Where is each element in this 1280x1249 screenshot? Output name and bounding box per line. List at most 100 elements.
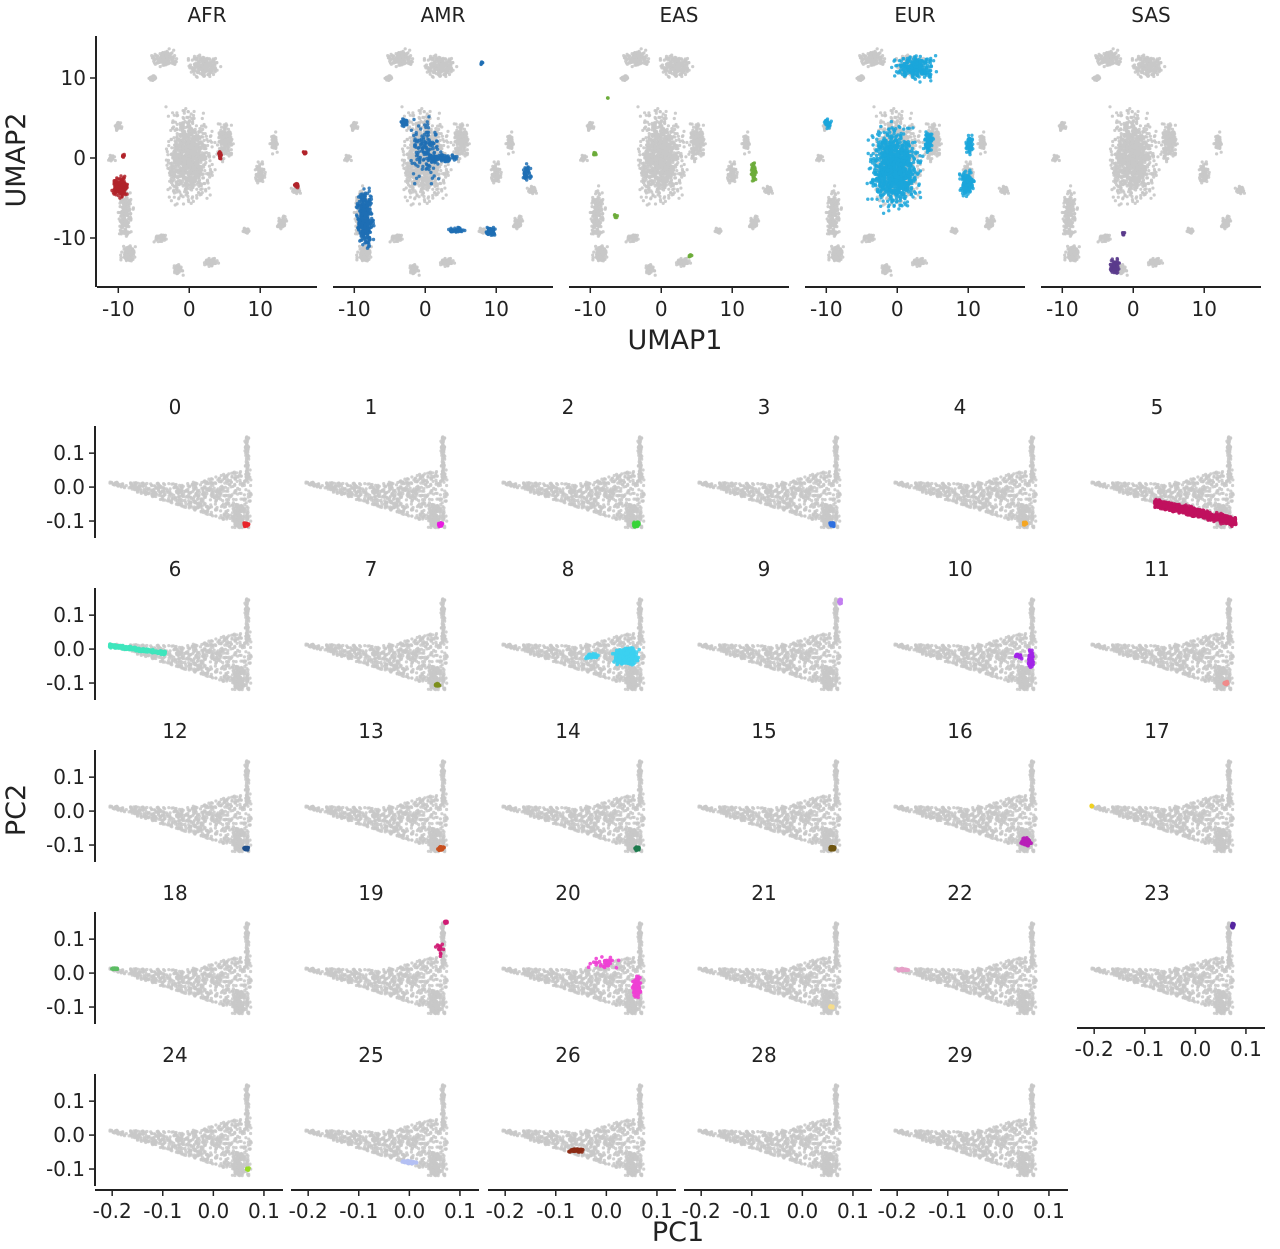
- data-point: [406, 179, 410, 183]
- data-point: [123, 217, 127, 221]
- data-point: [188, 154, 192, 158]
- data-point: [417, 115, 421, 120]
- data-point: [173, 143, 177, 147]
- data-point: [508, 144, 512, 148]
- data-point: [465, 139, 469, 143]
- background-cluster: [349, 120, 360, 132]
- highlight-cluster: [120, 152, 127, 159]
- data-point: [191, 155, 195, 159]
- data-point: [184, 152, 188, 156]
- data-point: [191, 113, 196, 118]
- background-cluster: [525, 184, 539, 196]
- data-point: [351, 128, 355, 132]
- data-point: [191, 184, 195, 188]
- data-point: [194, 124, 198, 128]
- data-point: [207, 164, 211, 168]
- data-point: [194, 170, 198, 174]
- data-point: [414, 121, 418, 125]
- data-point: [213, 168, 217, 172]
- data-point: [201, 59, 205, 64]
- data-point: [229, 142, 233, 147]
- data-point: [130, 247, 134, 251]
- data-point: [449, 260, 453, 264]
- x-tick-label: 0: [183, 297, 196, 321]
- background-cluster: [202, 256, 221, 268]
- data-point: [460, 123, 464, 127]
- data-point: [115, 128, 119, 132]
- data-point: [197, 165, 201, 169]
- data-point: [446, 173, 450, 177]
- background-cluster: [438, 256, 457, 268]
- data-point: [405, 169, 409, 173]
- data-point: [428, 109, 432, 114]
- data-point: [120, 195, 124, 199]
- data-point: [402, 52, 406, 56]
- data-point: [510, 137, 514, 142]
- data-point: [164, 158, 168, 162]
- data-point: [194, 134, 198, 138]
- data-point: [425, 176, 429, 180]
- data-point: [180, 138, 184, 142]
- data-point: [224, 123, 228, 127]
- data-point: [208, 167, 212, 172]
- data-point: [202, 138, 206, 143]
- data-point: [427, 199, 431, 203]
- x-tick-label: 10: [247, 297, 272, 321]
- data-point: [457, 160, 461, 164]
- data-point: [229, 139, 233, 143]
- data-point: [174, 59, 178, 64]
- data-point: [210, 162, 214, 167]
- data-point: [400, 105, 404, 109]
- data-point: [125, 212, 129, 216]
- data-point: [124, 187, 128, 191]
- data-point: [124, 234, 128, 238]
- data-point: [128, 191, 132, 195]
- data-point: [167, 62, 171, 66]
- data-point: [418, 171, 422, 175]
- data-point: [436, 187, 440, 191]
- data-point: [397, 61, 401, 65]
- data-point: [363, 255, 367, 260]
- data-point: [360, 259, 365, 263]
- background-cluster: [388, 233, 404, 244]
- data-point: [172, 195, 176, 199]
- data-point: [204, 58, 208, 62]
- data-point: [200, 141, 204, 145]
- data-point: [437, 131, 441, 136]
- data-point: [127, 249, 131, 253]
- data-point: [422, 57, 426, 61]
- data-point: [169, 169, 173, 173]
- data-point: [406, 146, 410, 150]
- data-point: [200, 124, 204, 128]
- data-point: [257, 170, 261, 174]
- data-point: [402, 153, 406, 157]
- data-point: [215, 143, 220, 147]
- data-point: [187, 149, 191, 153]
- data-point: [345, 157, 349, 161]
- data-point: [181, 175, 185, 180]
- data-point: [203, 181, 207, 186]
- data-point: [279, 221, 283, 225]
- data-point: [444, 193, 448, 197]
- data-point: [166, 114, 170, 118]
- data-point: [202, 163, 206, 167]
- data-point: [181, 184, 185, 188]
- data-point: [407, 183, 411, 187]
- data-point: [258, 179, 262, 183]
- data-point: [204, 189, 208, 193]
- data-point: [437, 111, 441, 115]
- data-point: [441, 172, 445, 176]
- data-point: [174, 146, 178, 150]
- data-point: [432, 61, 436, 65]
- data-point: [281, 216, 285, 220]
- data-point: [275, 142, 279, 146]
- data-point: [204, 134, 208, 138]
- data-point: [208, 58, 212, 62]
- data-point: [185, 170, 189, 174]
- data-point: [410, 59, 414, 64]
- data-point: [181, 273, 185, 277]
- data-point: [112, 155, 117, 159]
- data-point: [453, 131, 457, 135]
- umap-panel-amr: AMR-10 0 10: [333, 3, 553, 321]
- data-point: [164, 105, 168, 109]
